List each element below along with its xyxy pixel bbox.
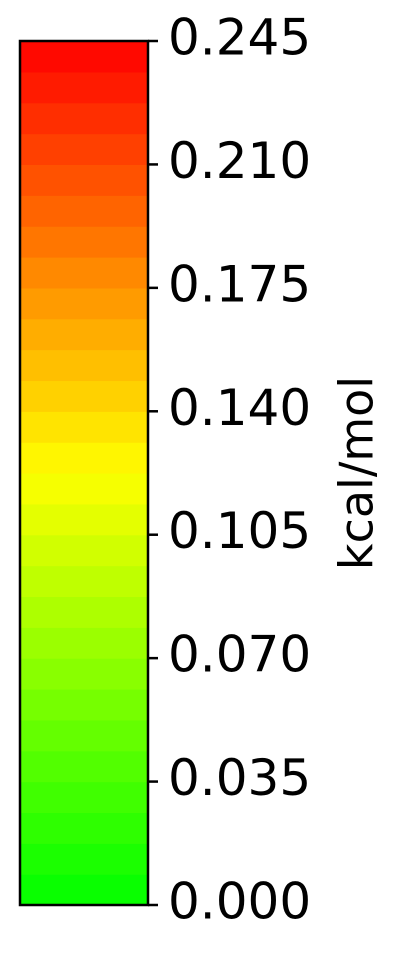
colorbar-band <box>20 503 148 536</box>
colorbar-band <box>20 41 148 73</box>
colorbar-band <box>20 534 148 567</box>
colorbar-band <box>20 627 148 659</box>
colorbar-band <box>20 750 148 783</box>
tick-label: 0.105 <box>168 502 311 560</box>
tick-label: 0.175 <box>168 255 311 313</box>
colorbar-band <box>20 781 148 814</box>
colorbar-band <box>20 596 148 628</box>
colorbar-axis-label: kcal/mol <box>330 376 384 570</box>
tick-label: 0.070 <box>168 626 311 684</box>
colorbar-band <box>20 719 148 752</box>
colorbar-band <box>20 102 148 135</box>
colorbar-ticks: 0.000 0.035 0.070 0.105 0.140 0.175 0.210 0.245 <box>148 9 311 931</box>
colorbar-band <box>20 133 148 166</box>
colorbar-band <box>20 349 148 382</box>
colorbar-band <box>20 843 148 875</box>
tick-label: 0.035 <box>168 749 311 807</box>
colorbar-band <box>20 257 148 289</box>
colorbar-band <box>20 473 148 505</box>
colorbar-band <box>20 411 148 443</box>
colorbar-band <box>20 689 148 721</box>
colorbar-band <box>20 380 148 412</box>
colorbar-band <box>20 318 148 351</box>
colorbar-band <box>20 442 148 474</box>
colorbar-frame <box>18 39 150 907</box>
colorbar-band <box>20 164 148 196</box>
colorbar-band <box>20 874 148 906</box>
colorbar-band <box>20 287 148 320</box>
colorbar-bands <box>20 41 148 906</box>
colorbar-band <box>20 71 148 104</box>
colorbar-band <box>20 226 148 258</box>
colorbar-band <box>20 812 148 844</box>
tick-label: 0.210 <box>168 132 311 190</box>
colorbar-band <box>20 658 148 690</box>
colorbar-band <box>20 565 148 598</box>
tick-label: 0.140 <box>168 379 311 437</box>
tick-label: 0.245 <box>168 9 311 67</box>
tick-label: 0.000 <box>168 873 311 931</box>
colorbar-band <box>20 195 148 227</box>
